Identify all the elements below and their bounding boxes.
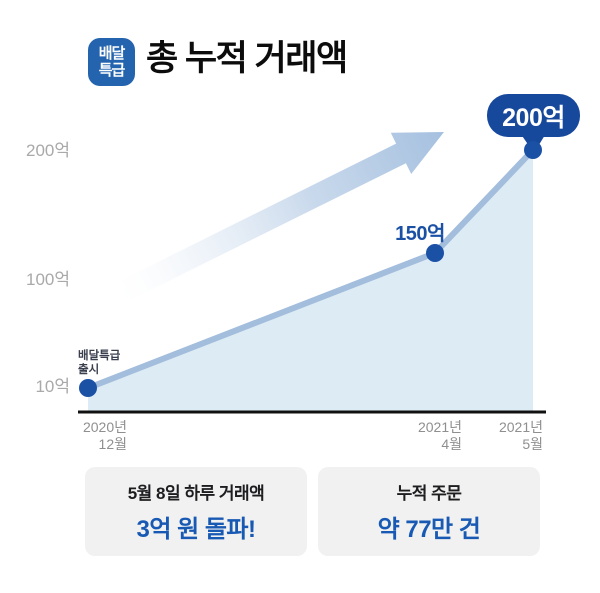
baedal-teukgeup-logo: 배달 특급 <box>88 38 135 86</box>
x-tick-year: 2020년 <box>82 419 127 435</box>
logo-text-line2: 특급 <box>98 62 126 79</box>
launch-annotation-line1: 배달특급 <box>78 350 121 362</box>
data-point-dot-mid <box>426 244 444 262</box>
peak-value-label: 200억 <box>502 103 565 132</box>
callout-title: 누적 주문 <box>396 484 462 503</box>
launch-annotation: 배달특급 출시 <box>78 349 120 377</box>
logo-text-line1: 배달 <box>98 45 126 62</box>
callout-card-daily-transactions: 5월 8일 하루 거래액 3억 원 돌파! <box>85 467 307 556</box>
data-point-dot-launch <box>79 379 97 397</box>
y-axis-label-10: 10억 <box>35 377 70 396</box>
x-axis-tick-2020-12: 2020년 12월 <box>47 419 127 453</box>
x-tick-month: 4월 <box>441 436 462 452</box>
launch-annotation-line2: 출시 <box>78 364 100 376</box>
page-title: 총 누적 거래액 <box>146 39 348 78</box>
data-point-dot-peak <box>524 141 542 159</box>
x-tick-month: 12월 <box>98 436 127 452</box>
trend-arrow-icon <box>105 132 444 308</box>
x-axis-tick-2021-5: 2021년 5월 <box>463 419 543 453</box>
mid-value-label: 150억 <box>395 223 445 245</box>
y-axis-label-100: 100억 <box>25 270 70 289</box>
callout-value: 3억 원 돌파! <box>136 516 257 543</box>
y-axis-label-200: 200억 <box>25 141 70 160</box>
x-tick-year: 2021년 <box>417 419 462 435</box>
x-tick-month: 5월 <box>522 436 543 452</box>
x-axis-tick-2021-4: 2021년 4월 <box>382 419 462 453</box>
peak-value-bubble: 200억 <box>487 94 580 137</box>
callout-value: 약 77만 건 <box>377 516 481 543</box>
callout-card-cumulative-orders: 누적 주문 약 77만 건 <box>318 467 540 556</box>
callout-title: 5월 8일 하루 거래액 <box>127 484 265 503</box>
x-tick-year: 2021년 <box>498 419 543 435</box>
